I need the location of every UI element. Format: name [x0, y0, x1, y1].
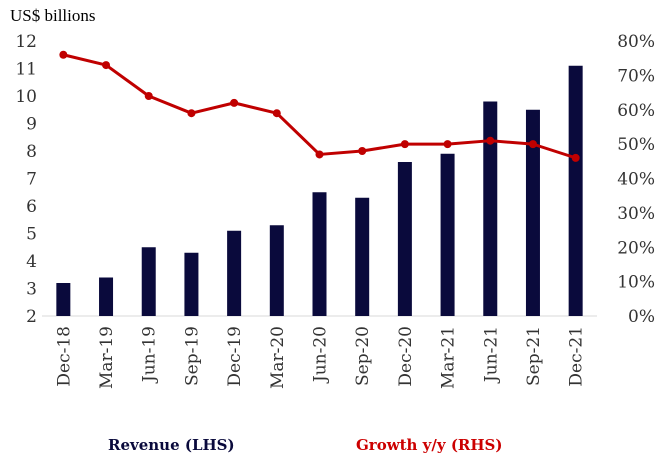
revenue-bar [184, 252, 199, 316]
growth-point [486, 136, 495, 145]
left-tick-label: 3 [26, 280, 37, 300]
left-tick-label: 8 [26, 142, 37, 162]
revenue-bars [56, 65, 583, 316]
revenue-bar [483, 101, 498, 316]
left-axis-unit-label: US$ billions [10, 6, 96, 25]
growth-line [59, 50, 580, 162]
growth-point [315, 150, 324, 159]
revenue-bar [525, 109, 540, 316]
right-tick-label: 30% [617, 204, 655, 224]
x-tick-label: Sep-21 [524, 326, 544, 386]
revenue-bar [227, 230, 242, 316]
right-tick-label: 0% [628, 307, 655, 327]
revenue-bar [568, 65, 583, 316]
right-axis-ticks: 0% 10% 20% 30% 40% 50% 60% 70% 80% [617, 32, 655, 327]
x-tick-label: Dec-21 [567, 326, 587, 387]
x-tick-label: Mar-19 [97, 326, 117, 389]
x-tick-label: Sep-20 [353, 326, 373, 386]
right-tick-label: 70% [617, 66, 655, 86]
growth-point [443, 140, 452, 149]
revenue-bar [56, 283, 71, 316]
left-tick-label: 11 [15, 60, 37, 80]
x-tick-label: Jun-19 [140, 326, 160, 384]
legend-revenue: Revenue (LHS) [108, 436, 235, 454]
growth-point [400, 140, 409, 149]
right-tick-label: 10% [617, 273, 655, 293]
x-tick-label: Dec-18 [54, 326, 74, 387]
growth-point [187, 109, 196, 118]
revenue-bar [355, 197, 370, 316]
x-tick-label: Dec-19 [225, 326, 245, 387]
growth-point [272, 109, 281, 118]
growth-point [230, 98, 239, 107]
growth-point [144, 92, 153, 100]
left-tick-label: 4 [26, 252, 37, 272]
growth-point [571, 153, 580, 162]
right-tick-label: 80% [617, 32, 655, 52]
x-tick-label: Jun-21 [481, 326, 501, 384]
left-tick-label: 12 [15, 32, 37, 52]
right-tick-label: 50% [617, 135, 655, 155]
revenue-bar [312, 192, 327, 316]
x-tick-label: Mar-20 [268, 326, 288, 389]
growth-point [528, 140, 537, 149]
revenue-bar [99, 277, 114, 316]
x-tick-label: Dec-20 [396, 326, 416, 387]
growth-point [102, 61, 111, 70]
revenue-bar [397, 162, 412, 316]
left-tick-label: 9 [26, 115, 37, 135]
right-tick-label: 20% [617, 238, 655, 258]
revenue-bar [269, 225, 284, 316]
right-tick-label: 40% [617, 170, 655, 190]
x-axis-ticks: Dec-18 Mar-19 Jun-19 Sep-19 Dec-19 Mar-20 Jun-… [54, 326, 586, 389]
growth-point [59, 50, 68, 59]
left-tick-label: 5 [26, 225, 37, 245]
x-tick-label: Sep-19 [182, 326, 202, 386]
revenue-bar [141, 247, 156, 316]
x-tick-label: Mar-21 [439, 326, 459, 389]
growth-series-line [62, 53, 577, 160]
left-tick-label: 10 [15, 87, 37, 107]
left-tick-label: 2 [26, 307, 37, 327]
x-tick-label: Jun-20 [311, 326, 331, 384]
left-tick-label: 6 [26, 197, 37, 217]
legend-growth: Growth y/y (RHS) [356, 436, 503, 454]
growth-point [358, 147, 367, 155]
left-tick-label: 7 [26, 170, 37, 190]
revenue-bar [440, 153, 455, 316]
left-axis-ticks: 2 3 4 5 6 7 8 9 10 11 12 [15, 32, 37, 327]
right-tick-label: 60% [617, 101, 655, 121]
